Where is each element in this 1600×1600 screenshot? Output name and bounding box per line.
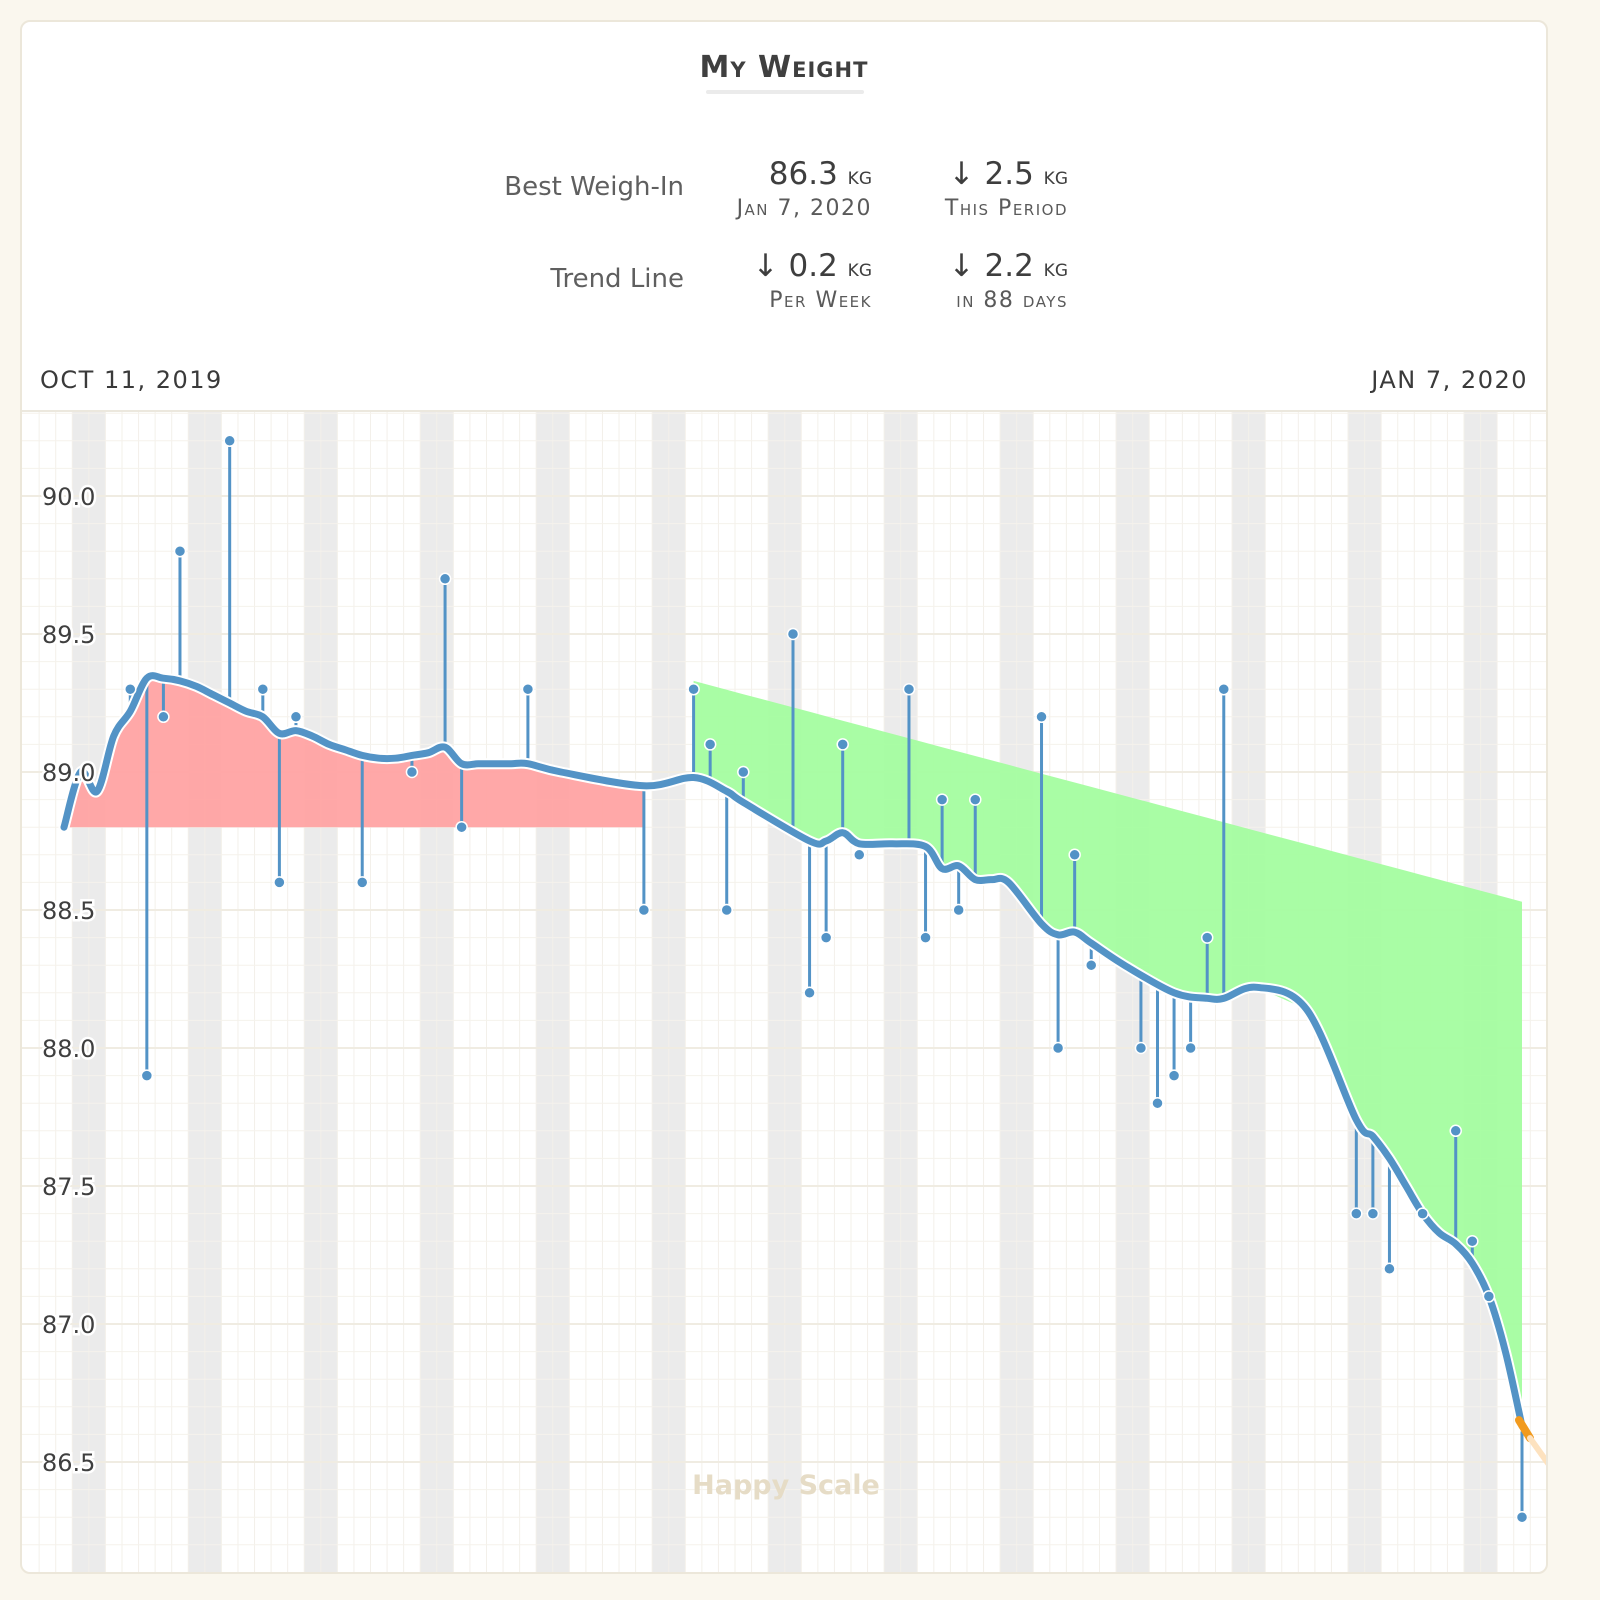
weigh-in-point — [157, 710, 170, 724]
weigh-in-point — [1068, 848, 1081, 862]
trend-fills — [64, 675, 1522, 1427]
weigh-in-point — [140, 1069, 154, 1082]
weigh-in-point — [819, 931, 833, 944]
weigh-in-point — [438, 572, 452, 586]
weigh-in-point — [273, 876, 286, 889]
weigh-in-point — [355, 876, 369, 889]
trend-line-label: Trend Line — [550, 264, 684, 294]
weigh-in-point — [1466, 1234, 1479, 1248]
best-weigh-in-value: 86.3 kg — [769, 156, 872, 192]
weigh-in-point — [1167, 1069, 1181, 1082]
weigh-in-point — [853, 848, 866, 862]
weigh-in-point — [223, 434, 236, 448]
best-weigh-in-unit: kg — [847, 162, 872, 190]
weigh-in-point — [637, 903, 651, 917]
best-weigh-in-label: Best Weigh-In — [504, 172, 684, 202]
weigh-in-point — [1350, 1207, 1363, 1220]
weigh-in-point — [919, 931, 932, 944]
weight-chart: 86.5 87.0 87.5 88.0 88.5 89.0 89.5 90.0 Happy S… — [22, 412, 1546, 1572]
y-tick-label: 89.5 — [42, 621, 95, 649]
weight-chart-card: My Weight Best Weigh-In 86.3 kg Jan 7, 2… — [20, 20, 1548, 1574]
weigh-in-point — [521, 682, 535, 696]
y-axis-labels: 86.5 87.0 87.5 88.0 88.5 89.0 89.5 90.0 — [40, 481, 98, 1480]
trend-rate-unit: kg — [847, 254, 872, 282]
period-change-number: ↓ 2.5 — [948, 156, 1034, 192]
weigh-in-point — [836, 738, 849, 751]
below-goal-fill — [693, 680, 1522, 1427]
weigh-in-point — [687, 682, 700, 696]
weigh-in-point — [1051, 1041, 1065, 1055]
y-tick-label: 88.0 — [42, 1035, 95, 1063]
weigh-in-point — [1366, 1207, 1380, 1220]
weigh-in-point — [1184, 1041, 1197, 1055]
weigh-in-point — [952, 903, 965, 917]
weigh-in-point — [173, 544, 187, 558]
y-tick-label: 86.5 — [42, 1449, 95, 1477]
weigh-in-point — [455, 820, 468, 834]
weigh-in-point — [289, 710, 303, 724]
trend-total-number: ↓ 2.2 — [948, 248, 1034, 284]
period-change-unit: kg — [1043, 162, 1068, 190]
y-tick-label: 88.5 — [42, 897, 95, 925]
period-change-value: ↓ 2.5 kg — [949, 156, 1068, 192]
weigh-in-point — [703, 738, 717, 751]
header-divider — [22, 410, 1546, 412]
weigh-in-point — [1515, 1510, 1529, 1524]
weigh-in-point — [1416, 1207, 1429, 1220]
weigh-in-point — [1134, 1041, 1148, 1055]
weigh-in-point — [1200, 931, 1214, 944]
best-weigh-in-date: Jan 7, 2020 — [736, 196, 872, 221]
trend-total-caption: in 88 days — [956, 288, 1068, 313]
weigh-in-dots — [124, 434, 1529, 1524]
y-tick-label: 89.0 — [42, 759, 95, 787]
title-underline — [706, 90, 864, 94]
trend-projection — [1527, 1435, 1546, 1466]
y-tick-label: 87.0 — [42, 1311, 95, 1339]
trend-total-unit: kg — [1043, 254, 1068, 282]
best-weigh-in-number: 86.3 — [768, 156, 838, 192]
weigh-in-point — [803, 986, 816, 1000]
weigh-in-point — [124, 682, 137, 696]
trend-total-value: ↓ 2.2 kg — [949, 248, 1068, 284]
range-end-date: JAN 7, 2020 — [1371, 366, 1528, 394]
y-tick-label: 87.5 — [42, 1173, 95, 1201]
period-change-caption: This Period — [944, 196, 1068, 221]
weigh-in-point — [256, 682, 270, 696]
trend-end-marker — [1515, 1416, 1534, 1443]
weigh-in-point — [1151, 1096, 1164, 1110]
trend-rate-value: ↓ 0.2 kg — [753, 248, 872, 284]
chart-title: My Weight — [699, 50, 869, 85]
y-tick-label: 90.0 — [42, 483, 95, 511]
trend-line — [60, 672, 1526, 1430]
weigh-in-point — [935, 793, 949, 806]
weigh-in-point — [1383, 1262, 1396, 1276]
weigh-in-point — [1449, 1124, 1462, 1138]
weigh-in-point — [786, 627, 800, 641]
weigh-in-point — [720, 903, 733, 917]
weigh-in-point — [405, 765, 419, 779]
weigh-in-point — [969, 793, 982, 806]
trend-line-group — [58, 670, 1546, 1466]
above-goal-fill — [64, 675, 644, 828]
trend-rate-caption: Per Week — [769, 288, 872, 313]
watermark-text: Happy Scale — [692, 1470, 880, 1501]
weigh-in-point — [1084, 958, 1098, 972]
range-start-date: OCT 11, 2019 — [40, 366, 223, 394]
weigh-in-point — [737, 765, 750, 779]
weigh-in-point — [902, 682, 916, 696]
weigh-in-point — [1035, 710, 1048, 724]
weigh-in-point — [1217, 682, 1231, 696]
weigh-in-point — [1482, 1290, 1496, 1303]
trend-rate-number: ↓ 0.2 — [752, 248, 838, 284]
